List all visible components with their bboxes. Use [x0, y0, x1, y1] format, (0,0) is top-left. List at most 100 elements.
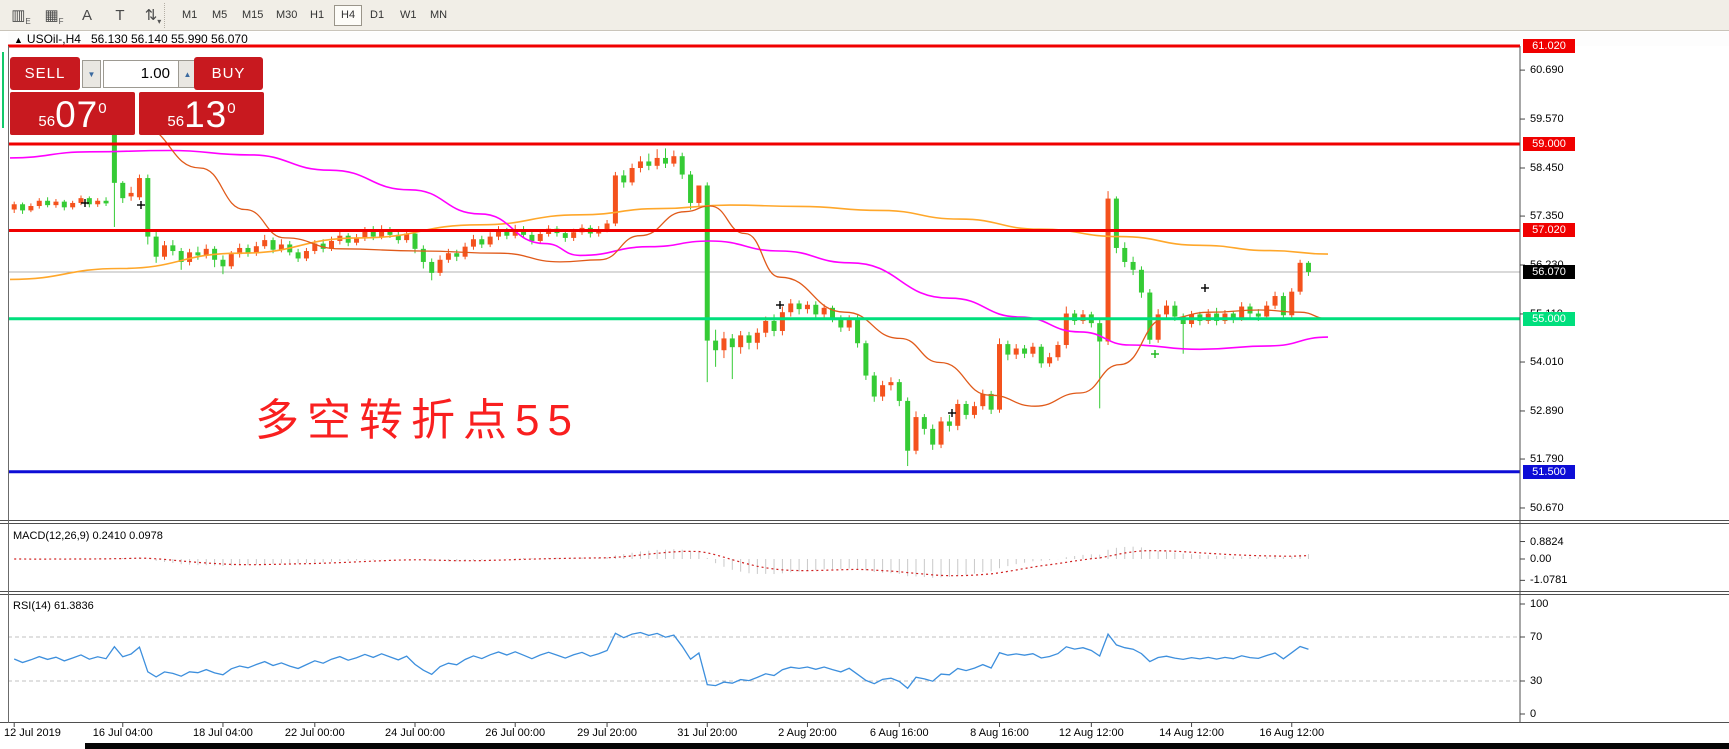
- candle-body[interactable]: [220, 259, 226, 267]
- text-label-icon[interactable]: A: [74, 4, 100, 27]
- candle-body[interactable]: [1097, 323, 1103, 342]
- candle-body[interactable]: [1280, 296, 1286, 316]
- candle-body[interactable]: [1113, 198, 1119, 248]
- candle-body[interactable]: [913, 417, 919, 451]
- candle-body[interactable]: [128, 192, 134, 197]
- timeframe-button-h1[interactable]: H1: [310, 9, 325, 21]
- date-axis-label[interactable]: 8 Aug 16:00: [970, 727, 1029, 739]
- candle-body[interactable]: [855, 317, 861, 344]
- candle-body[interactable]: [1239, 306, 1245, 319]
- candle-body[interactable]: [971, 406, 977, 415]
- date-axis-label[interactable]: 12 Aug 12:00: [1058, 727, 1124, 739]
- candle-body[interactable]: [162, 245, 167, 257]
- candle-body[interactable]: [295, 252, 301, 259]
- candle-body[interactable]: [1005, 344, 1011, 355]
- candle-body[interactable]: [721, 338, 727, 351]
- candle-body[interactable]: [654, 157, 660, 166]
- candle-body[interactable]: [270, 240, 276, 250]
- candle-body[interactable]: [821, 307, 827, 315]
- candle-body[interactable]: [61, 201, 67, 208]
- candle-body[interactable]: [880, 385, 886, 397]
- candle-body[interactable]: [955, 403, 961, 426]
- candle-body[interactable]: [763, 320, 769, 333]
- candle-body[interactable]: [28, 206, 34, 211]
- candle-body[interactable]: [145, 178, 151, 237]
- collapse-triangle-icon[interactable]: ▲: [14, 35, 23, 45]
- candle-body[interactable]: [921, 417, 927, 429]
- price-macd-separator[interactable]: [0, 520, 1729, 521]
- candle-body[interactable]: [704, 185, 710, 341]
- candle-body[interactable]: [95, 200, 101, 205]
- candle-body[interactable]: [930, 428, 936, 445]
- candle-body[interactable]: [262, 240, 268, 247]
- candle-body[interactable]: [663, 157, 668, 164]
- candle-body[interactable]: [1022, 348, 1028, 354]
- candle-body[interactable]: [562, 233, 568, 238]
- candle-body[interactable]: [512, 229, 518, 236]
- candle-body[interactable]: [1013, 348, 1019, 355]
- candle-body[interactable]: [487, 236, 493, 245]
- timeframe-button-m30[interactable]: M30: [276, 9, 298, 21]
- candle-body[interactable]: [1214, 313, 1220, 321]
- candle-body[interactable]: [713, 340, 719, 351]
- candle-body[interactable]: [278, 244, 284, 250]
- candle-body[interactable]: [20, 204, 26, 211]
- candle-body[interactable]: [312, 243, 318, 252]
- candle-body[interactable]: [111, 134, 117, 183]
- candle-body[interactable]: [788, 303, 794, 313]
- candle-body[interactable]: [120, 182, 126, 199]
- date-axis-label[interactable]: 18 Jul 04:00: [192, 727, 253, 739]
- candle-body[interactable]: [830, 307, 835, 318]
- volume-input[interactable]: 1.00: [103, 60, 179, 88]
- candle-body[interactable]: [604, 223, 610, 230]
- candle-body[interactable]: [470, 239, 476, 247]
- candle-body[interactable]: [1205, 313, 1211, 321]
- candle-body[interactable]: [445, 253, 451, 260]
- candle-body[interactable]: [946, 421, 952, 426]
- candle-body[interactable]: [746, 335, 752, 343]
- candle-body[interactable]: [86, 198, 92, 205]
- candle-body[interactable]: [779, 312, 785, 331]
- candle-body[interactable]: [454, 253, 460, 257]
- timeframe-button-d1[interactable]: D1: [370, 9, 385, 21]
- date-axis-label[interactable]: 16 Aug 12:00: [1259, 727, 1325, 739]
- date-axis-label[interactable]: 12 Jul 2019: [4, 727, 61, 739]
- timeframe-button-w1[interactable]: W1: [400, 9, 417, 21]
- candle-body[interactable]: [671, 156, 677, 164]
- candle-body[interactable]: [329, 240, 334, 249]
- candle-body[interactable]: [571, 232, 577, 238]
- date-axis-label[interactable]: 22 Jul 00:00: [284, 727, 345, 739]
- candle-body[interactable]: [1030, 346, 1036, 354]
- candle-body[interactable]: [863, 343, 869, 376]
- candle-body[interactable]: [36, 200, 42, 207]
- candle-body[interactable]: [153, 236, 159, 257]
- candle-body[interactable]: [804, 304, 810, 310]
- candle-body[interactable]: [45, 200, 51, 206]
- candle-body[interactable]: [1222, 313, 1228, 321]
- candle-body[interactable]: [1272, 296, 1278, 306]
- candle-body[interactable]: [237, 247, 243, 255]
- candle-body[interactable]: [1155, 314, 1161, 340]
- candle-body[interactable]: [871, 375, 877, 397]
- price-level-badge[interactable]: 55.000: [1523, 311, 1575, 326]
- candle-body[interactable]: [729, 338, 735, 348]
- date-axis-label[interactable]: 31 Jul 20:00: [677, 727, 738, 739]
- date-axis-label[interactable]: 6 Aug 16:00: [869, 727, 929, 739]
- candle-body[interactable]: [612, 175, 618, 224]
- timeframe-button-m5[interactable]: M5: [212, 9, 228, 21]
- candle-body[interactable]: [963, 403, 969, 415]
- candle-body[interactable]: [796, 303, 802, 310]
- candle-body[interactable]: [170, 245, 176, 252]
- candle-body[interactable]: [1180, 316, 1186, 325]
- candle-body[interactable]: [1047, 357, 1053, 364]
- candle-body[interactable]: [1147, 292, 1153, 340]
- candle-body[interactable]: [688, 174, 694, 203]
- candle-body[interactable]: [387, 229, 393, 235]
- candle-body[interactable]: [621, 175, 627, 183]
- candle-body[interactable]: [187, 252, 193, 262]
- indicators-icon[interactable]: ▥E: [8, 4, 34, 27]
- date-axis-label[interactable]: 2 Aug 20:00: [778, 727, 837, 739]
- candle-body[interactable]: [846, 317, 852, 328]
- candle-body[interactable]: [1297, 262, 1303, 292]
- candle-body[interactable]: [637, 161, 643, 168]
